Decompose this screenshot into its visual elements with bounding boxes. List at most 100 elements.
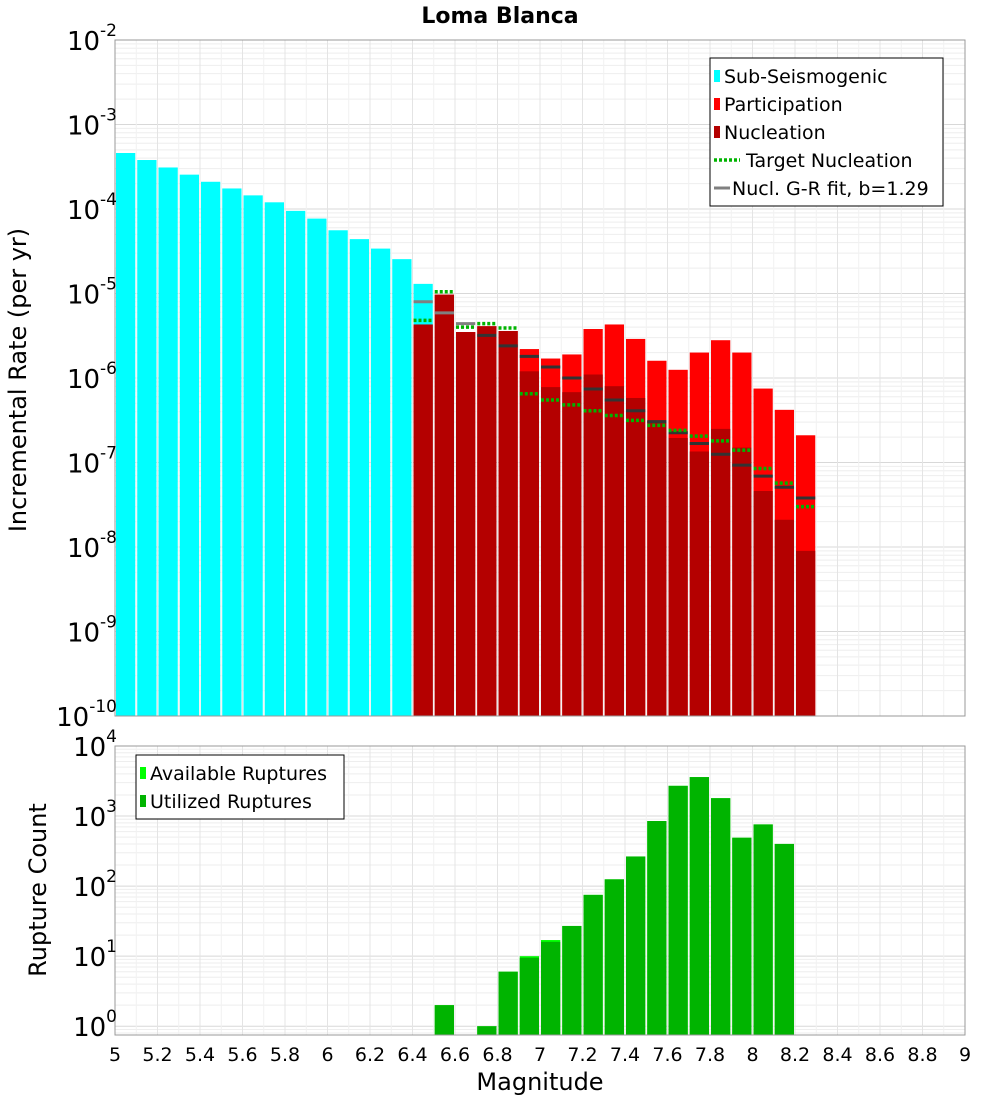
y-tick-label: 10-2: [67, 21, 117, 57]
utilized-ruptures-bar: [562, 925, 582, 1035]
y-tick-label: 10-9: [67, 613, 117, 649]
nucleation-bar: [604, 386, 624, 716]
y-tick-label: 10-8: [67, 528, 117, 564]
legend-swatch: [140, 795, 146, 807]
sub-seismogenic-bar: [222, 188, 242, 717]
nucleation-bar: [753, 490, 773, 716]
y-tick-label: 10-10: [56, 697, 117, 733]
x-tick-label: 6.6: [440, 1044, 470, 1066]
nucleation-bar: [583, 374, 603, 716]
count-y-ticks: 100 101 102 103 104: [73, 727, 117, 1043]
rate-panel: 10-10 10-9 10-8 10-7 10-6 10-5 10-4 10-3 10-2 Su…: [56, 21, 966, 733]
legend-label: Sub-Seismogenic: [724, 66, 888, 88]
x-ticks: 5 5.2 5.4 5.6 5.8 6 6.2 6.4 6.6 6.8 7 7.2 7.4 7.6 7.8 8…: [109, 1044, 971, 1066]
x-tick-label: 7.2: [567, 1044, 597, 1066]
utilized-ruptures-bar: [774, 843, 794, 1035]
x-tick-label: 8.8: [907, 1044, 937, 1066]
utilized-ruptures-bar: [689, 777, 709, 1035]
nucleation-bar: [711, 428, 731, 716]
legend-swatch: [140, 767, 146, 779]
y-tick-label: 10-6: [67, 359, 117, 395]
legend-label: Nucleation: [724, 122, 826, 144]
sub-seismogenic-bar: [349, 239, 369, 717]
utilized-ruptures-bar: [604, 879, 624, 1035]
nucleation-bar: [477, 326, 497, 716]
sub-seismogenic-bar: [264, 202, 284, 716]
utilized-ruptures-bar: [647, 821, 667, 1035]
nucleation-bar: [668, 437, 688, 716]
x-tick-label: 8.4: [822, 1044, 852, 1066]
x-tick-label: 5.2: [142, 1044, 172, 1066]
nucleation-bar: [647, 420, 667, 716]
legend-box: [709, 57, 944, 207]
y-tick-label: 101: [73, 937, 117, 973]
y-tick-label: 10-3: [67, 106, 117, 142]
count-y-axis-label: Rupture Count: [24, 803, 52, 977]
sub-seismogenic-bar: [371, 248, 391, 716]
x-tick-label: 7.6: [652, 1044, 682, 1066]
x-tick-label: 6.2: [355, 1044, 385, 1066]
legend-box: [135, 754, 345, 820]
sub-seismogenic-bar: [137, 160, 157, 716]
legend-swatch: [714, 98, 720, 110]
y-tick-label: 100: [73, 1007, 117, 1043]
x-tick-label: 5: [109, 1044, 121, 1066]
y-tick-label: 10-4: [67, 190, 117, 226]
x-tick-label: 7: [534, 1044, 546, 1066]
x-tick-label: 5.6: [227, 1044, 257, 1066]
utilized-ruptures-bar: [583, 894, 603, 1035]
y-tick-label: 10-5: [67, 275, 117, 311]
nucleation-bar: [796, 550, 816, 716]
sub-seismogenic-bar: [307, 218, 327, 716]
x-tick-label: 6.8: [482, 1044, 512, 1066]
y-tick-label: 104: [73, 727, 117, 763]
sub-seismogenic-bar: [286, 210, 306, 716]
x-tick-label: 8: [746, 1044, 758, 1066]
x-tick-label: 5.4: [185, 1044, 215, 1066]
utilized-ruptures-bar: [541, 941, 561, 1035]
sub-seismogenic-bar: [201, 181, 221, 717]
utilized-ruptures-bar: [668, 785, 688, 1035]
count-panel: 100 101 102 103 104 5 5.2 5.4 5.6 5.8 6 6.2 6.4 6.6 6…: [73, 727, 971, 1066]
utilized-ruptures-bar: [434, 1005, 454, 1035]
x-tick-label: 6.4: [397, 1044, 427, 1066]
x-axis-label: Magnitude: [476, 1068, 603, 1096]
legend-label: Nucl. G-R fit, b=1.29: [732, 178, 929, 200]
nucleation-bar: [541, 387, 561, 716]
nucleation-bar: [498, 330, 518, 716]
sub-seismogenic-bar: [179, 174, 199, 717]
utilized-ruptures-bar: [477, 1026, 497, 1035]
legend-label: Participation: [724, 94, 843, 116]
sub-seismogenic-bar: [158, 167, 178, 717]
y-tick-label: 103: [73, 797, 117, 833]
x-tick-label: 7.8: [695, 1044, 725, 1066]
rate-bars: [116, 152, 816, 717]
x-tick-label: 6: [321, 1044, 333, 1066]
count-bars: [434, 777, 794, 1035]
x-tick-label: 5.8: [270, 1044, 300, 1066]
y-tick-label: 102: [73, 867, 117, 903]
nucleation-bar: [519, 371, 539, 716]
nucleation-bar: [456, 332, 476, 716]
nucleation-bar: [562, 392, 582, 716]
utilized-ruptures-bar: [498, 971, 518, 1035]
legend-label: Available Ruptures: [150, 763, 327, 785]
nucleation-bar: [413, 324, 433, 716]
nucleation-bar: [434, 294, 454, 716]
legend-swatch: [714, 126, 720, 138]
x-tick-label: 8.6: [865, 1044, 895, 1066]
rate-y-ticks: 10-10 10-9 10-8 10-7 10-6 10-5 10-4 10-3 10-2: [56, 21, 117, 733]
y-tick-label: 10-7: [67, 444, 117, 480]
sub-seismogenic-bar: [243, 195, 263, 717]
utilized-ruptures-bar: [626, 856, 646, 1035]
rate-legend: Sub-Seismogenic Participation Nucleation Ta…: [709, 57, 944, 207]
x-tick-label: 8.2: [780, 1044, 810, 1066]
chart-title: Loma Blanca: [421, 4, 578, 29]
nucleation-bar: [626, 397, 646, 716]
x-tick-label: 7.4: [610, 1044, 640, 1066]
sub-seismogenic-bar: [116, 152, 136, 717]
nucleation-bar: [774, 519, 794, 716]
rate-markers: [413, 289, 816, 509]
sub-seismogenic-bar: [392, 259, 412, 716]
